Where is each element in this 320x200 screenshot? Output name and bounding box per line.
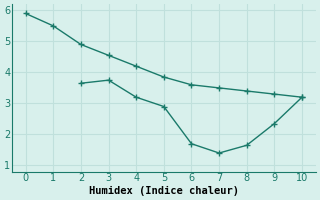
X-axis label: Humidex (Indice chaleur): Humidex (Indice chaleur)	[89, 186, 239, 196]
